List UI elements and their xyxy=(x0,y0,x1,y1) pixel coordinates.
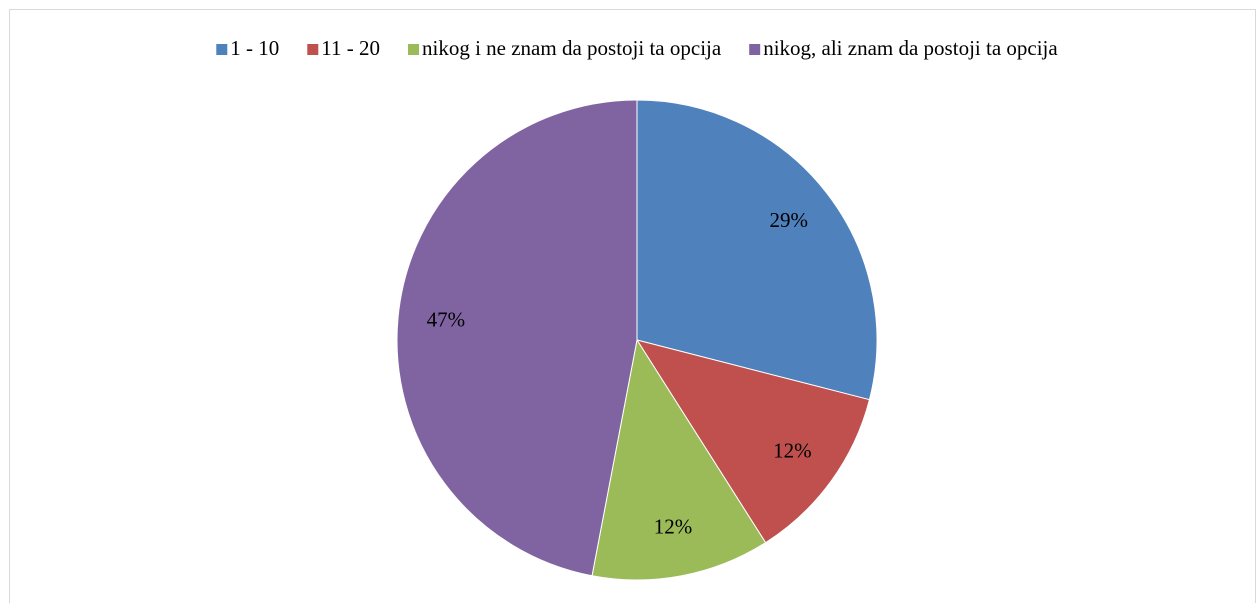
legend-swatch xyxy=(307,44,319,55)
pie-slice xyxy=(636,99,878,401)
legend-swatch xyxy=(408,44,420,55)
legend-label: 1 - 10 xyxy=(230,36,279,60)
data-label: 12% xyxy=(773,439,812,463)
pie-slice xyxy=(635,339,871,544)
data-label: 12% xyxy=(654,514,693,538)
legend-swatch xyxy=(216,44,228,55)
legend-label: nikog i ne znam da postoji ta opcija xyxy=(422,36,722,60)
data-label: 29% xyxy=(769,208,808,232)
legend-swatch xyxy=(749,44,761,55)
chart-frame xyxy=(9,9,1256,603)
data-label: 47% xyxy=(427,308,466,332)
pie-slice xyxy=(591,338,767,581)
legend-label: nikog, ali znam da postoji ta opcija xyxy=(763,36,1058,60)
legend-label: 11 - 20 xyxy=(321,36,380,60)
pie-slice xyxy=(396,99,638,577)
